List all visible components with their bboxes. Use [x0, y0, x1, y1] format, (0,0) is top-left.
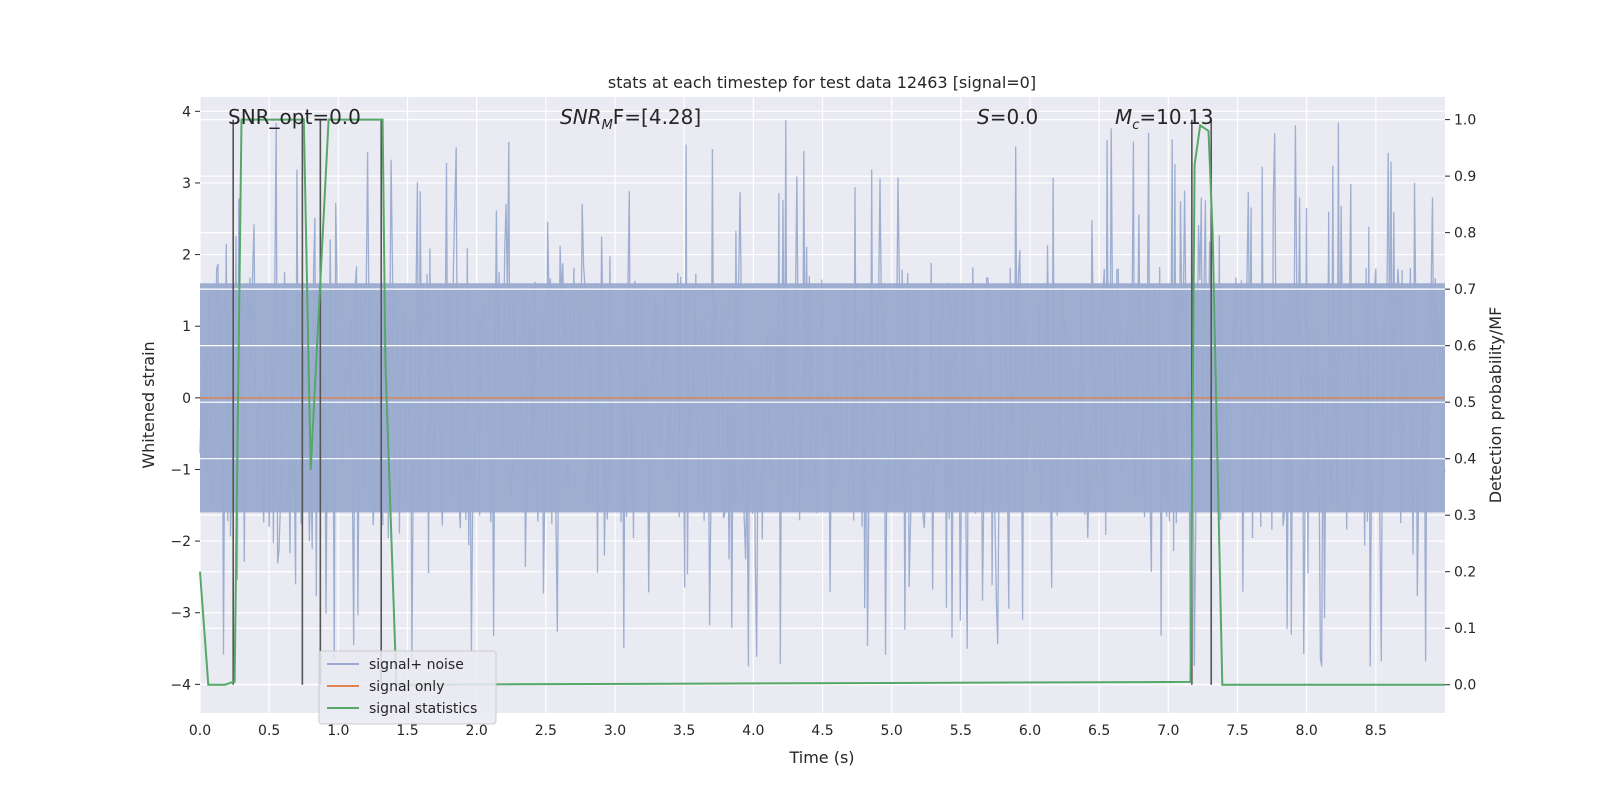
x-tick-label: 4.5: [811, 723, 833, 739]
legend-label-noise: signal+ noise: [369, 657, 464, 673]
y-right-tick-label: 0.8: [1454, 226, 1476, 242]
y-left-tick-label: 3: [182, 176, 191, 192]
y-right-axis-label: Detection probability/MF: [1486, 307, 1505, 504]
annotation-mc-rest: =10.13: [1139, 105, 1213, 129]
y-left-tick-label: 0: [182, 391, 191, 407]
chart-title: stats at each timestep for test data 124…: [608, 73, 1036, 92]
y-left-tick-label: 1: [182, 319, 191, 335]
annotation-s-rest: =0.0: [990, 105, 1039, 129]
annotation-snr-mf-sub: M: [602, 118, 613, 133]
x-tick-label: 0.0: [189, 723, 211, 739]
x-tick-label: 7.5: [1226, 723, 1248, 739]
x-tick-label: 2.5: [535, 723, 557, 739]
annotation-mc: Mc=10.13: [1115, 105, 1213, 133]
x-tick-label: 0.5: [258, 723, 280, 739]
y-left-tick-label: 4: [182, 104, 191, 120]
legend-label-signal: signal only: [369, 679, 444, 695]
y-right-tick-label: 0.4: [1454, 452, 1476, 468]
y-right-tick-label: 0.1: [1454, 621, 1476, 637]
y-right-tick-label: 0.7: [1454, 282, 1476, 298]
x-tick-label: 8.0: [1296, 723, 1318, 739]
legend: signal+ noise signal only signal statist…: [318, 650, 497, 725]
legend-box: [318, 650, 497, 725]
y-left-axis-ticks: 4 3 2 1 0 −1 −2 −3 −4: [170, 104, 200, 693]
y-right-tick-label: 0.6: [1454, 339, 1476, 355]
y-left-tick-label: −4: [170, 677, 191, 693]
annotation-s-italic: S: [977, 105, 990, 129]
x-tick-label: 1.5: [396, 723, 418, 739]
y-right-tick-label: 0.3: [1454, 508, 1476, 524]
x-tick-label: 2.0: [466, 723, 488, 739]
x-tick-label: 3.0: [604, 723, 626, 739]
annotation-s: S=0.0: [977, 105, 1038, 129]
x-tick-label: 5.0: [881, 723, 903, 739]
x-tick-label: 5.5: [950, 723, 972, 739]
x-tick-label: 7.0: [1157, 723, 1179, 739]
legend-label-stats: signal statistics: [369, 701, 477, 717]
y-right-tick-label: 0.2: [1454, 565, 1476, 581]
signal-statistics-line: [199, 118, 1445, 686]
y-right-tick-label: 0.9: [1454, 169, 1476, 185]
annotation-snr-mf-prefix: SNR: [560, 105, 602, 129]
x-tick-label: 4.0: [742, 723, 764, 739]
x-tick-label: 6.0: [1019, 723, 1041, 739]
y-left-tick-label: 2: [182, 248, 191, 264]
x-tick-label: 6.5: [1088, 723, 1110, 739]
y-left-axis-label: Whitened strain: [139, 341, 158, 468]
y-left-tick-label: −2: [170, 534, 191, 550]
y-left-tick-label: −3: [170, 606, 191, 622]
x-axis-ticks: 0.0 0.5 1.0 1.5 2.0 2.5 3.0 3.5 4.0 4.5 5.0 5.5 6.0 6…: [189, 723, 1387, 739]
x-tick-label: 8.5: [1365, 723, 1387, 739]
annotation-snr-mf-rest: F=[4.28]: [613, 105, 701, 129]
annotation-snr-mf: SNRMF=[4.28]: [560, 105, 701, 133]
y-right-tick-label: 1.0: [1454, 113, 1476, 129]
y-right-axis-ticks: 1.0 0.9 0.8 0.7 0.6 0.5 0.4 0.3 0.2 0.1 0.0: [1445, 113, 1476, 694]
annotation-snr-opt: SNR_opt=0.0: [228, 105, 361, 129]
x-tick-label: 3.5: [673, 723, 695, 739]
y-right-tick-label: 0.0: [1454, 678, 1476, 694]
x-axis-label: Time (s): [788, 748, 854, 767]
y-left-tick-label: −1: [170, 462, 191, 478]
annotation-mc-sub: c: [1132, 118, 1139, 133]
y-right-tick-label: 0.5: [1454, 395, 1476, 411]
signal-statistics-series: [199, 118, 1445, 686]
x-tick-label: 1.0: [327, 723, 349, 739]
annotation-mc-italic: M: [1115, 105, 1132, 129]
